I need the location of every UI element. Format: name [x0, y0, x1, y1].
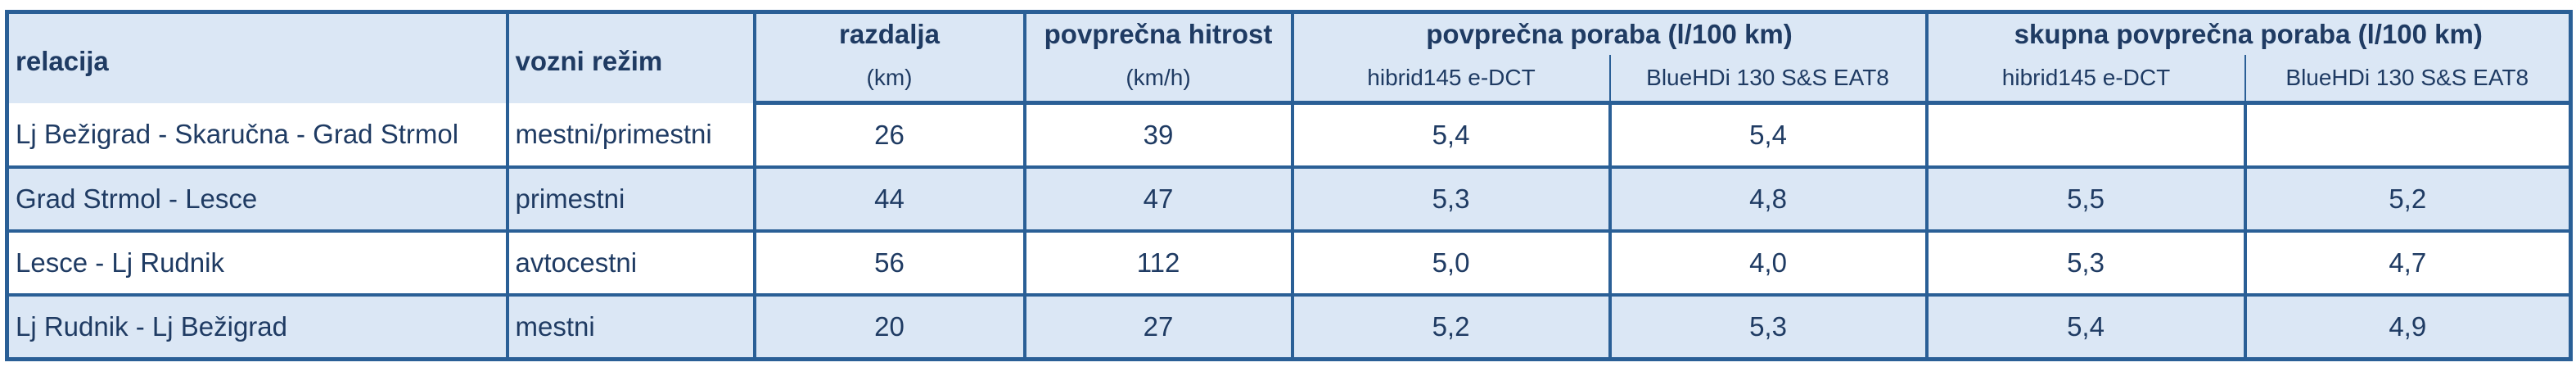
- cell-razdalja: 56: [752, 231, 1026, 297]
- cell-vozni-rezim: avtocestni: [505, 231, 756, 297]
- cell-skupna-hibrid: [1924, 102, 2247, 169]
- header-poraba-bluehdi: BlueHDi 130 S&S EAT8: [1608, 55, 1929, 105]
- cell-poraba-hibrid: 5,2: [1290, 295, 1612, 360]
- cell-poraba-hibrid: 5,3: [1290, 167, 1612, 233]
- header-poraba-group: povprečna poraba (l/100 km): [1290, 11, 1929, 55]
- header-hitrost-unit: (km/h): [1022, 55, 1294, 105]
- table-body: Lj Bežigrad - Skaručna - Grad Strmol mes…: [5, 102, 2573, 360]
- cell-vozni-rezim: mestni/primestni: [505, 102, 756, 169]
- cell-skupna-bluehdi: 4,7: [2243, 231, 2573, 297]
- table-row: Lj Bežigrad - Skaručna - Grad Strmol mes…: [5, 102, 2573, 169]
- cell-poraba-bluehdi: 4,8: [1608, 167, 1929, 233]
- cell-hitrost: 112: [1022, 231, 1294, 297]
- cell-relacija: Grad Strmol - Lesce: [5, 167, 509, 233]
- table-row: Lesce - Lj Rudnik avtocestni 56 112 5,0 …: [5, 231, 2573, 297]
- cell-skupna-hibrid: 5,5: [1924, 167, 2247, 233]
- header-vozni-rezim: vozni režim: [505, 11, 756, 103]
- header-razdalja: razdalja: [752, 11, 1026, 55]
- cell-razdalja: 26: [752, 102, 1026, 169]
- header-skupna-group: skupna povprečna poraba (l/100 km): [1924, 11, 2573, 55]
- table-header: relacija vozni režim razdalja povprečna …: [5, 11, 2573, 105]
- cell-skupna-hibrid: 5,4: [1924, 295, 2247, 360]
- header-poraba-hibrid: hibrid145 e-DCT: [1290, 55, 1611, 105]
- cell-skupna-bluehdi: 5,2: [2243, 167, 2573, 233]
- consumption-table: relacija vozni režim razdalja povprečna …: [5, 10, 2574, 361]
- cell-skupna-bluehdi: 4,9: [2243, 295, 2573, 360]
- table-row: Lj Rudnik - Lj Bežigrad mestni 20 27 5,2…: [5, 295, 2573, 360]
- cell-poraba-bluehdi: 5,3: [1608, 295, 1929, 360]
- table-row: Grad Strmol - Lesce primestni 44 47 5,3 …: [5, 167, 2573, 233]
- header-skupna-bluehdi: BlueHDi 130 S&S EAT8: [2244, 55, 2573, 105]
- cell-hitrost: 27: [1022, 295, 1294, 360]
- cell-vozni-rezim: primestni: [505, 167, 756, 233]
- header-skupna-hibrid: hibrid145 e-DCT: [1924, 55, 2246, 105]
- cell-poraba-bluehdi: 5,4: [1608, 102, 1929, 169]
- cell-poraba-hibrid: 5,4: [1290, 102, 1612, 169]
- cell-relacija: Lj Rudnik - Lj Bežigrad: [5, 295, 509, 360]
- cell-poraba-hibrid: 5,0: [1290, 231, 1612, 297]
- cell-razdalja: 20: [752, 295, 1026, 360]
- cell-relacija: Lj Bežigrad - Skaručna - Grad Strmol: [5, 102, 509, 169]
- header-razdalja-unit: (km): [752, 55, 1026, 105]
- header-relacija: relacija: [5, 11, 509, 103]
- cell-hitrost: 47: [1022, 167, 1294, 233]
- cell-razdalja: 44: [752, 167, 1026, 233]
- cell-vozni-rezim: mestni: [505, 295, 756, 360]
- cell-skupna-bluehdi: [2243, 102, 2573, 169]
- cell-poraba-bluehdi: 4,0: [1608, 231, 1929, 297]
- cell-relacija: Lesce - Lj Rudnik: [5, 231, 509, 297]
- consumption-table-sheet: relacija vozni režim razdalja povprečna …: [5, 10, 2574, 361]
- cell-hitrost: 39: [1022, 102, 1294, 169]
- header-hitrost: povprečna hitrost: [1022, 11, 1294, 55]
- cell-skupna-hibrid: 5,3: [1924, 231, 2247, 297]
